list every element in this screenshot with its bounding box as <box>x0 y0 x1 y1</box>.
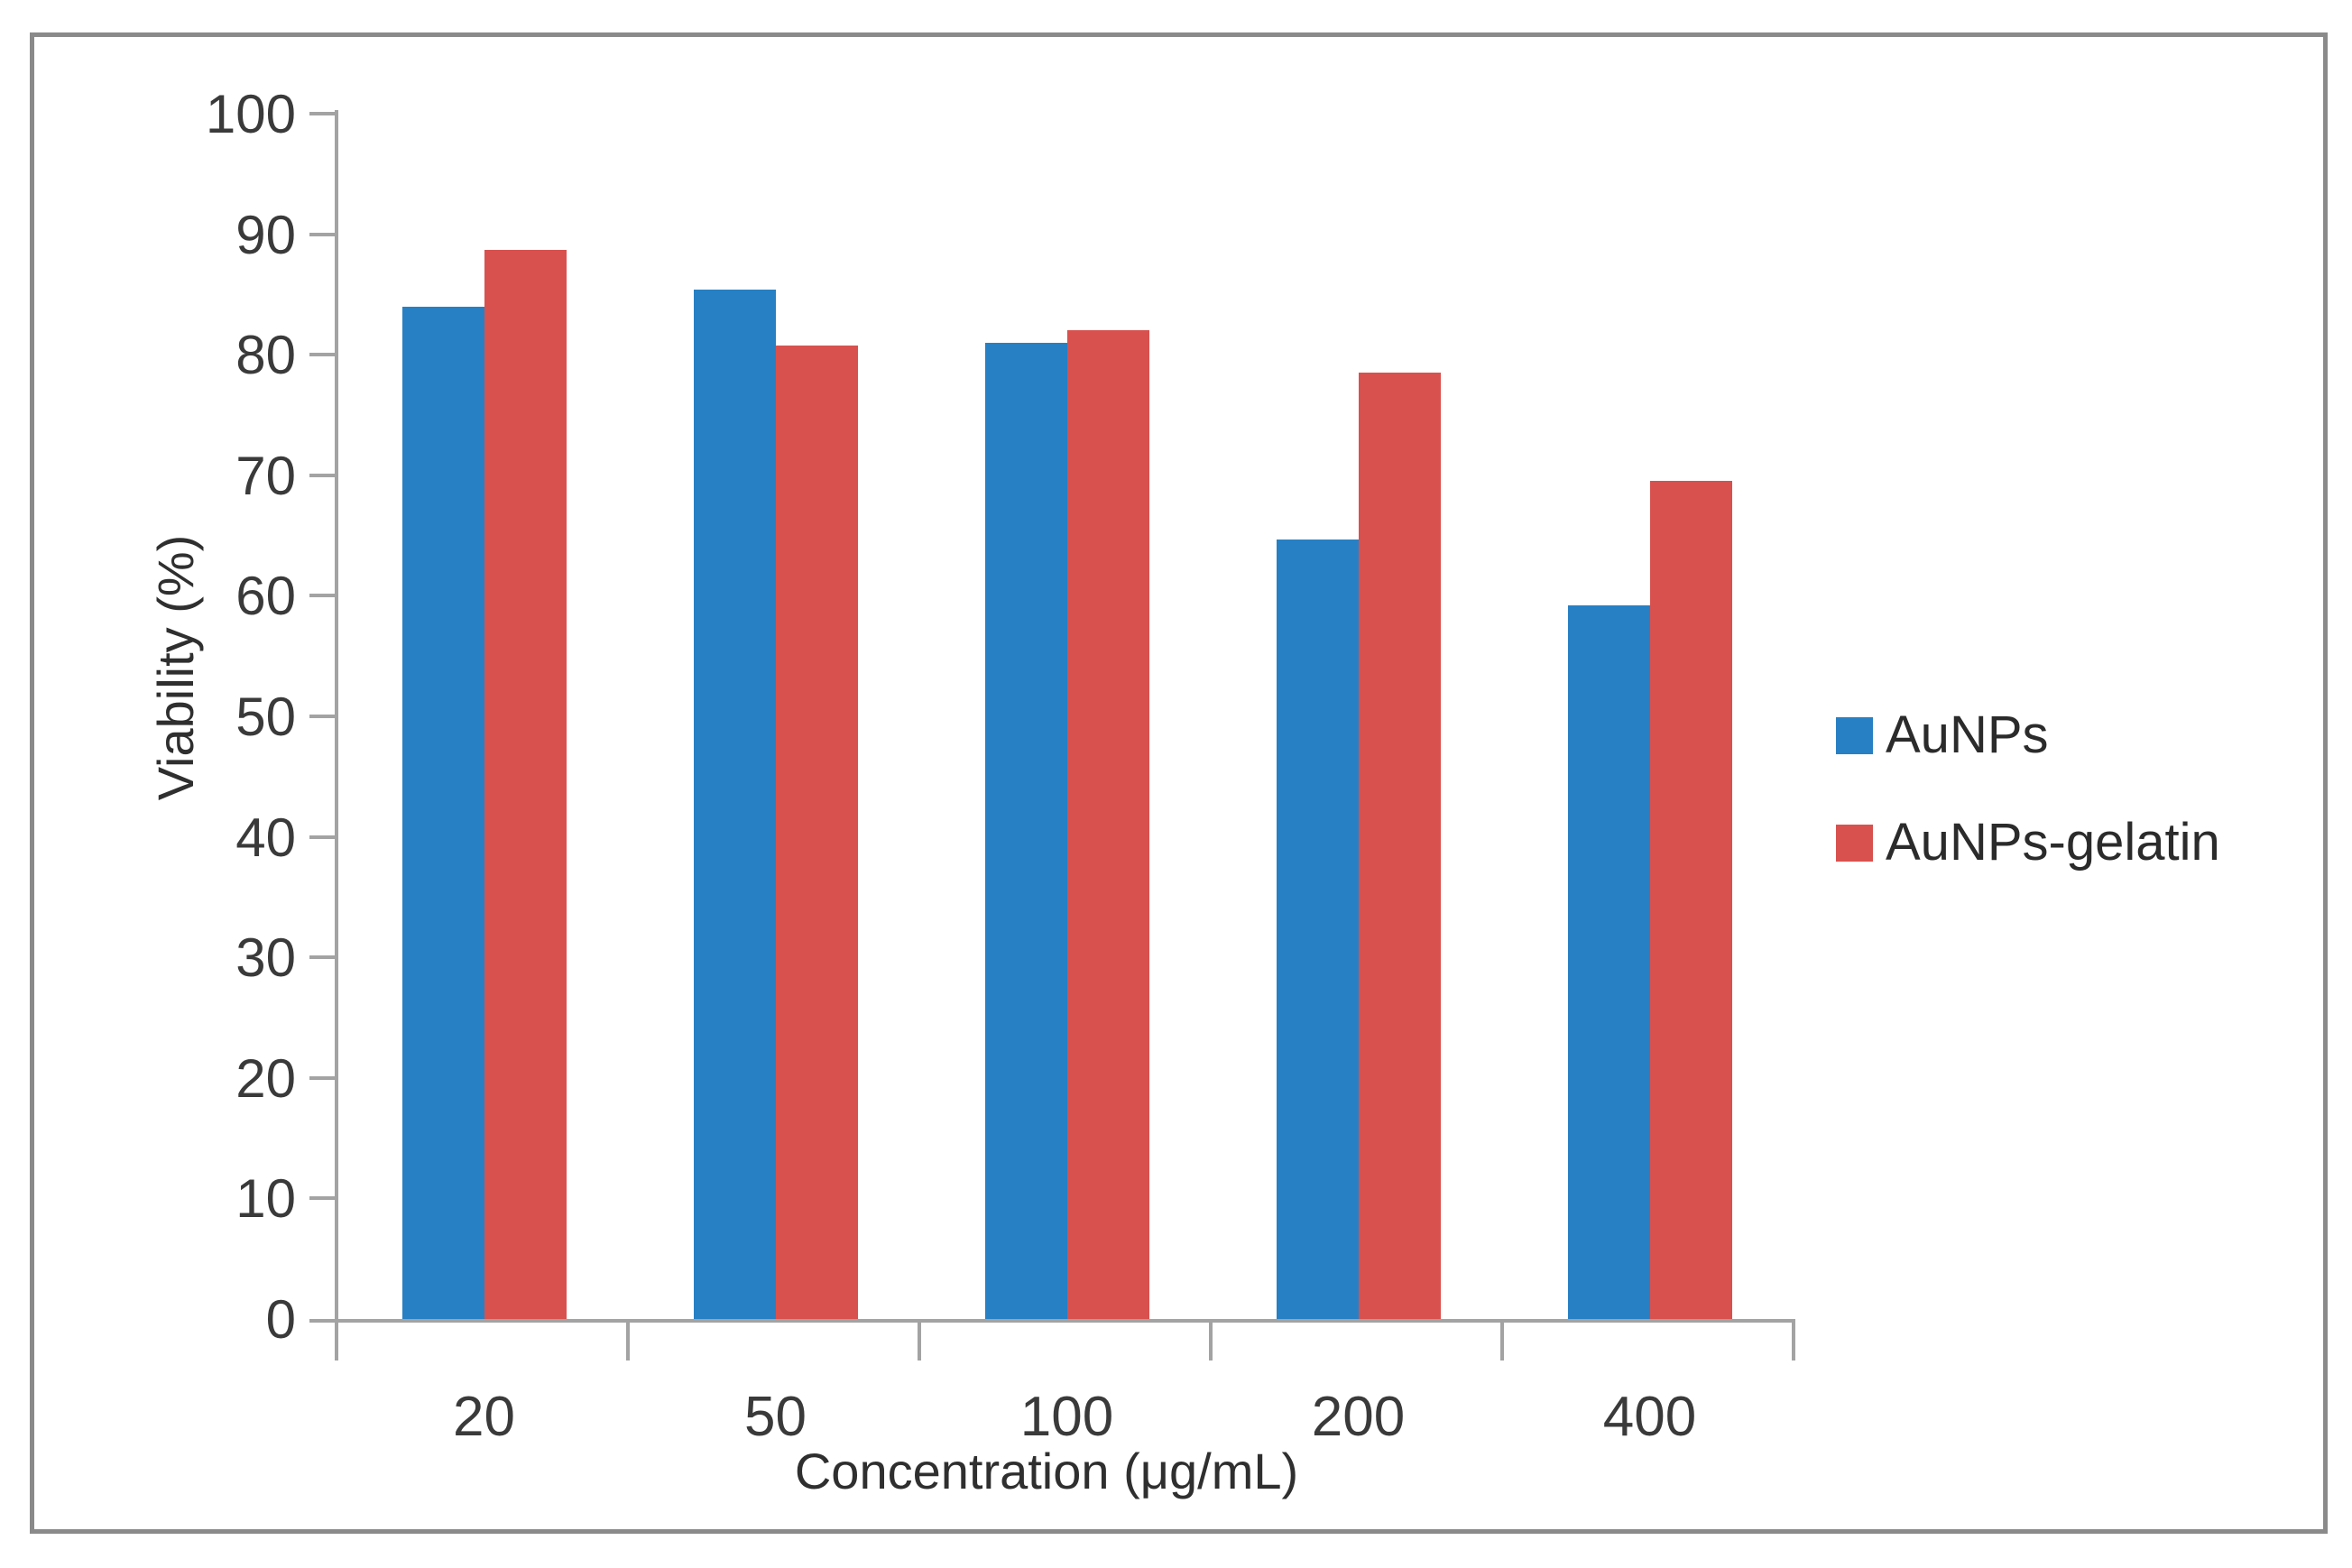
y-tick-50 <box>309 715 335 718</box>
y-tick-40 <box>309 835 335 839</box>
y-tick-label-50: 50 <box>235 687 296 747</box>
y-tick-80 <box>309 353 335 357</box>
y-tick-label-0: 0 <box>265 1289 296 1350</box>
y-tick-label-70: 70 <box>235 445 296 506</box>
x-tick-4 <box>1500 1323 1504 1360</box>
y-tick-90 <box>309 232 335 236</box>
x-category-label-100: 100 <box>1019 1386 1114 1448</box>
legend-label-aunps-gelatin: AuNPs-gelatin <box>1886 813 2220 872</box>
y-axis-line <box>335 110 338 1323</box>
bar-aunps-gelatin-20 <box>484 249 567 1319</box>
y-tick-label-100: 100 <box>205 84 296 144</box>
bar-aunps-gelatin-200 <box>1358 373 1441 1319</box>
y-tick-label-20: 20 <box>235 1047 296 1109</box>
legend-label-aunps: AuNPs <box>1886 706 2049 764</box>
x-tick-0 <box>335 1323 338 1360</box>
bar-aunps-20 <box>401 306 484 1319</box>
legend-swatch-aunps-gelatin <box>1836 824 1873 862</box>
y-tick-60 <box>309 594 335 598</box>
x-tick-3 <box>1209 1323 1213 1360</box>
bar-aunps-gelatin-100 <box>1066 330 1149 1319</box>
x-category-label-20: 20 <box>453 1386 515 1448</box>
legend-item-aunps: AuNPs <box>1836 708 2049 762</box>
bar-aunps-gelatin-400 <box>1649 481 1732 1319</box>
y-tick-100 <box>309 112 335 115</box>
bar-aunps-100 <box>984 342 1067 1319</box>
y-tick-20 <box>309 1075 335 1080</box>
x-axis-title: Concentration (μg/mL) <box>794 1443 1299 1499</box>
y-tick-70 <box>309 473 335 477</box>
y-tick-label-90: 90 <box>235 204 296 265</box>
bar-aunps-200 <box>1276 539 1359 1319</box>
bar-aunps-50 <box>693 290 776 1319</box>
y-tick-label-40: 40 <box>235 807 296 868</box>
x-tick-2 <box>918 1323 921 1360</box>
y-tick-label-30: 30 <box>235 927 296 989</box>
x-tick-5 <box>1792 1323 1795 1360</box>
y-tick-30 <box>309 955 335 960</box>
x-axis-line <box>309 1319 1795 1323</box>
x-category-label-400: 400 <box>1602 1386 1697 1448</box>
legend-item-aunps-gelatin: AuNPs-gelatin <box>1836 816 2220 870</box>
legend-swatch-aunps <box>1836 716 1873 754</box>
y-tick-10 <box>309 1196 335 1201</box>
bar-aunps-400 <box>1567 605 1650 1319</box>
bar-aunps-gelatin-50 <box>775 345 858 1319</box>
x-category-label-50: 50 <box>744 1386 807 1448</box>
y-tick-label-80: 80 <box>235 325 296 386</box>
y-tick-label-60: 60 <box>235 566 296 627</box>
y-tick-label-10: 10 <box>235 1168 296 1230</box>
x-category-label-200: 200 <box>1311 1386 1406 1448</box>
x-tick-1 <box>626 1323 630 1360</box>
